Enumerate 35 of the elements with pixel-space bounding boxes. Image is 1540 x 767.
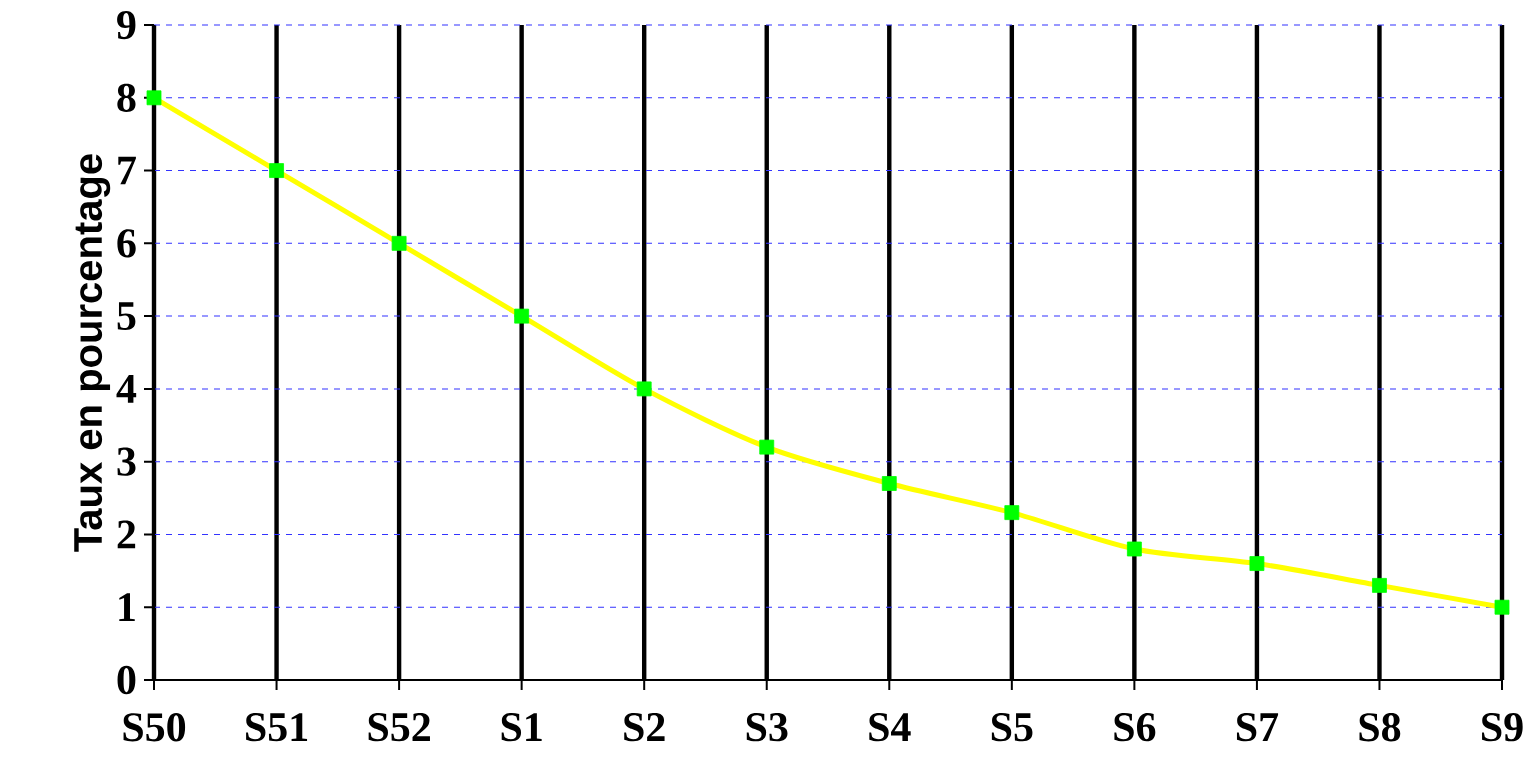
y-tick-label: 0 — [117, 665, 136, 695]
y-tick-label: 1 — [119, 593, 135, 622]
point — [391, 235, 407, 251]
y-tick-label: 8 — [117, 83, 136, 112]
y-tick-label: 6 — [117, 229, 136, 258]
x-tick-label: S1 — [501, 713, 542, 742]
point — [514, 308, 530, 324]
point — [1126, 541, 1142, 557]
point — [636, 381, 652, 397]
y-tick-label: 5 — [117, 302, 136, 331]
y-axis-title: Taux en pourcentage — [74, 154, 111, 552]
x-tick-label: S8 — [1359, 713, 1401, 742]
point — [1249, 556, 1265, 571]
point — [1494, 599, 1510, 615]
point — [146, 90, 162, 106]
point — [1372, 577, 1387, 593]
y-tick-label: 2 — [117, 520, 136, 549]
x-tick-label: S6 — [1114, 713, 1156, 742]
x-tick-label: S7 — [1236, 713, 1279, 742]
y-tick-label: 3 — [117, 447, 136, 476]
x-tick-label: S9 — [1482, 713, 1523, 742]
point — [1004, 505, 1020, 521]
x-tick-label: S52 — [368, 713, 430, 742]
y-tick-label: 7 — [118, 156, 136, 185]
point — [759, 439, 775, 455]
x-tick-label: S2 — [624, 713, 665, 742]
point — [269, 163, 284, 178]
x-tick-label: S51 — [246, 713, 308, 742]
y-tick-label: 4 — [116, 375, 137, 403]
point — [881, 476, 897, 491]
x-tick-label: S4 — [869, 713, 911, 742]
x-tick-label: S5 — [991, 713, 1033, 742]
y-tick-label: 9 — [117, 10, 136, 40]
x-tick-label: S3 — [746, 713, 788, 742]
x-tick-label: S50 — [123, 713, 186, 742]
